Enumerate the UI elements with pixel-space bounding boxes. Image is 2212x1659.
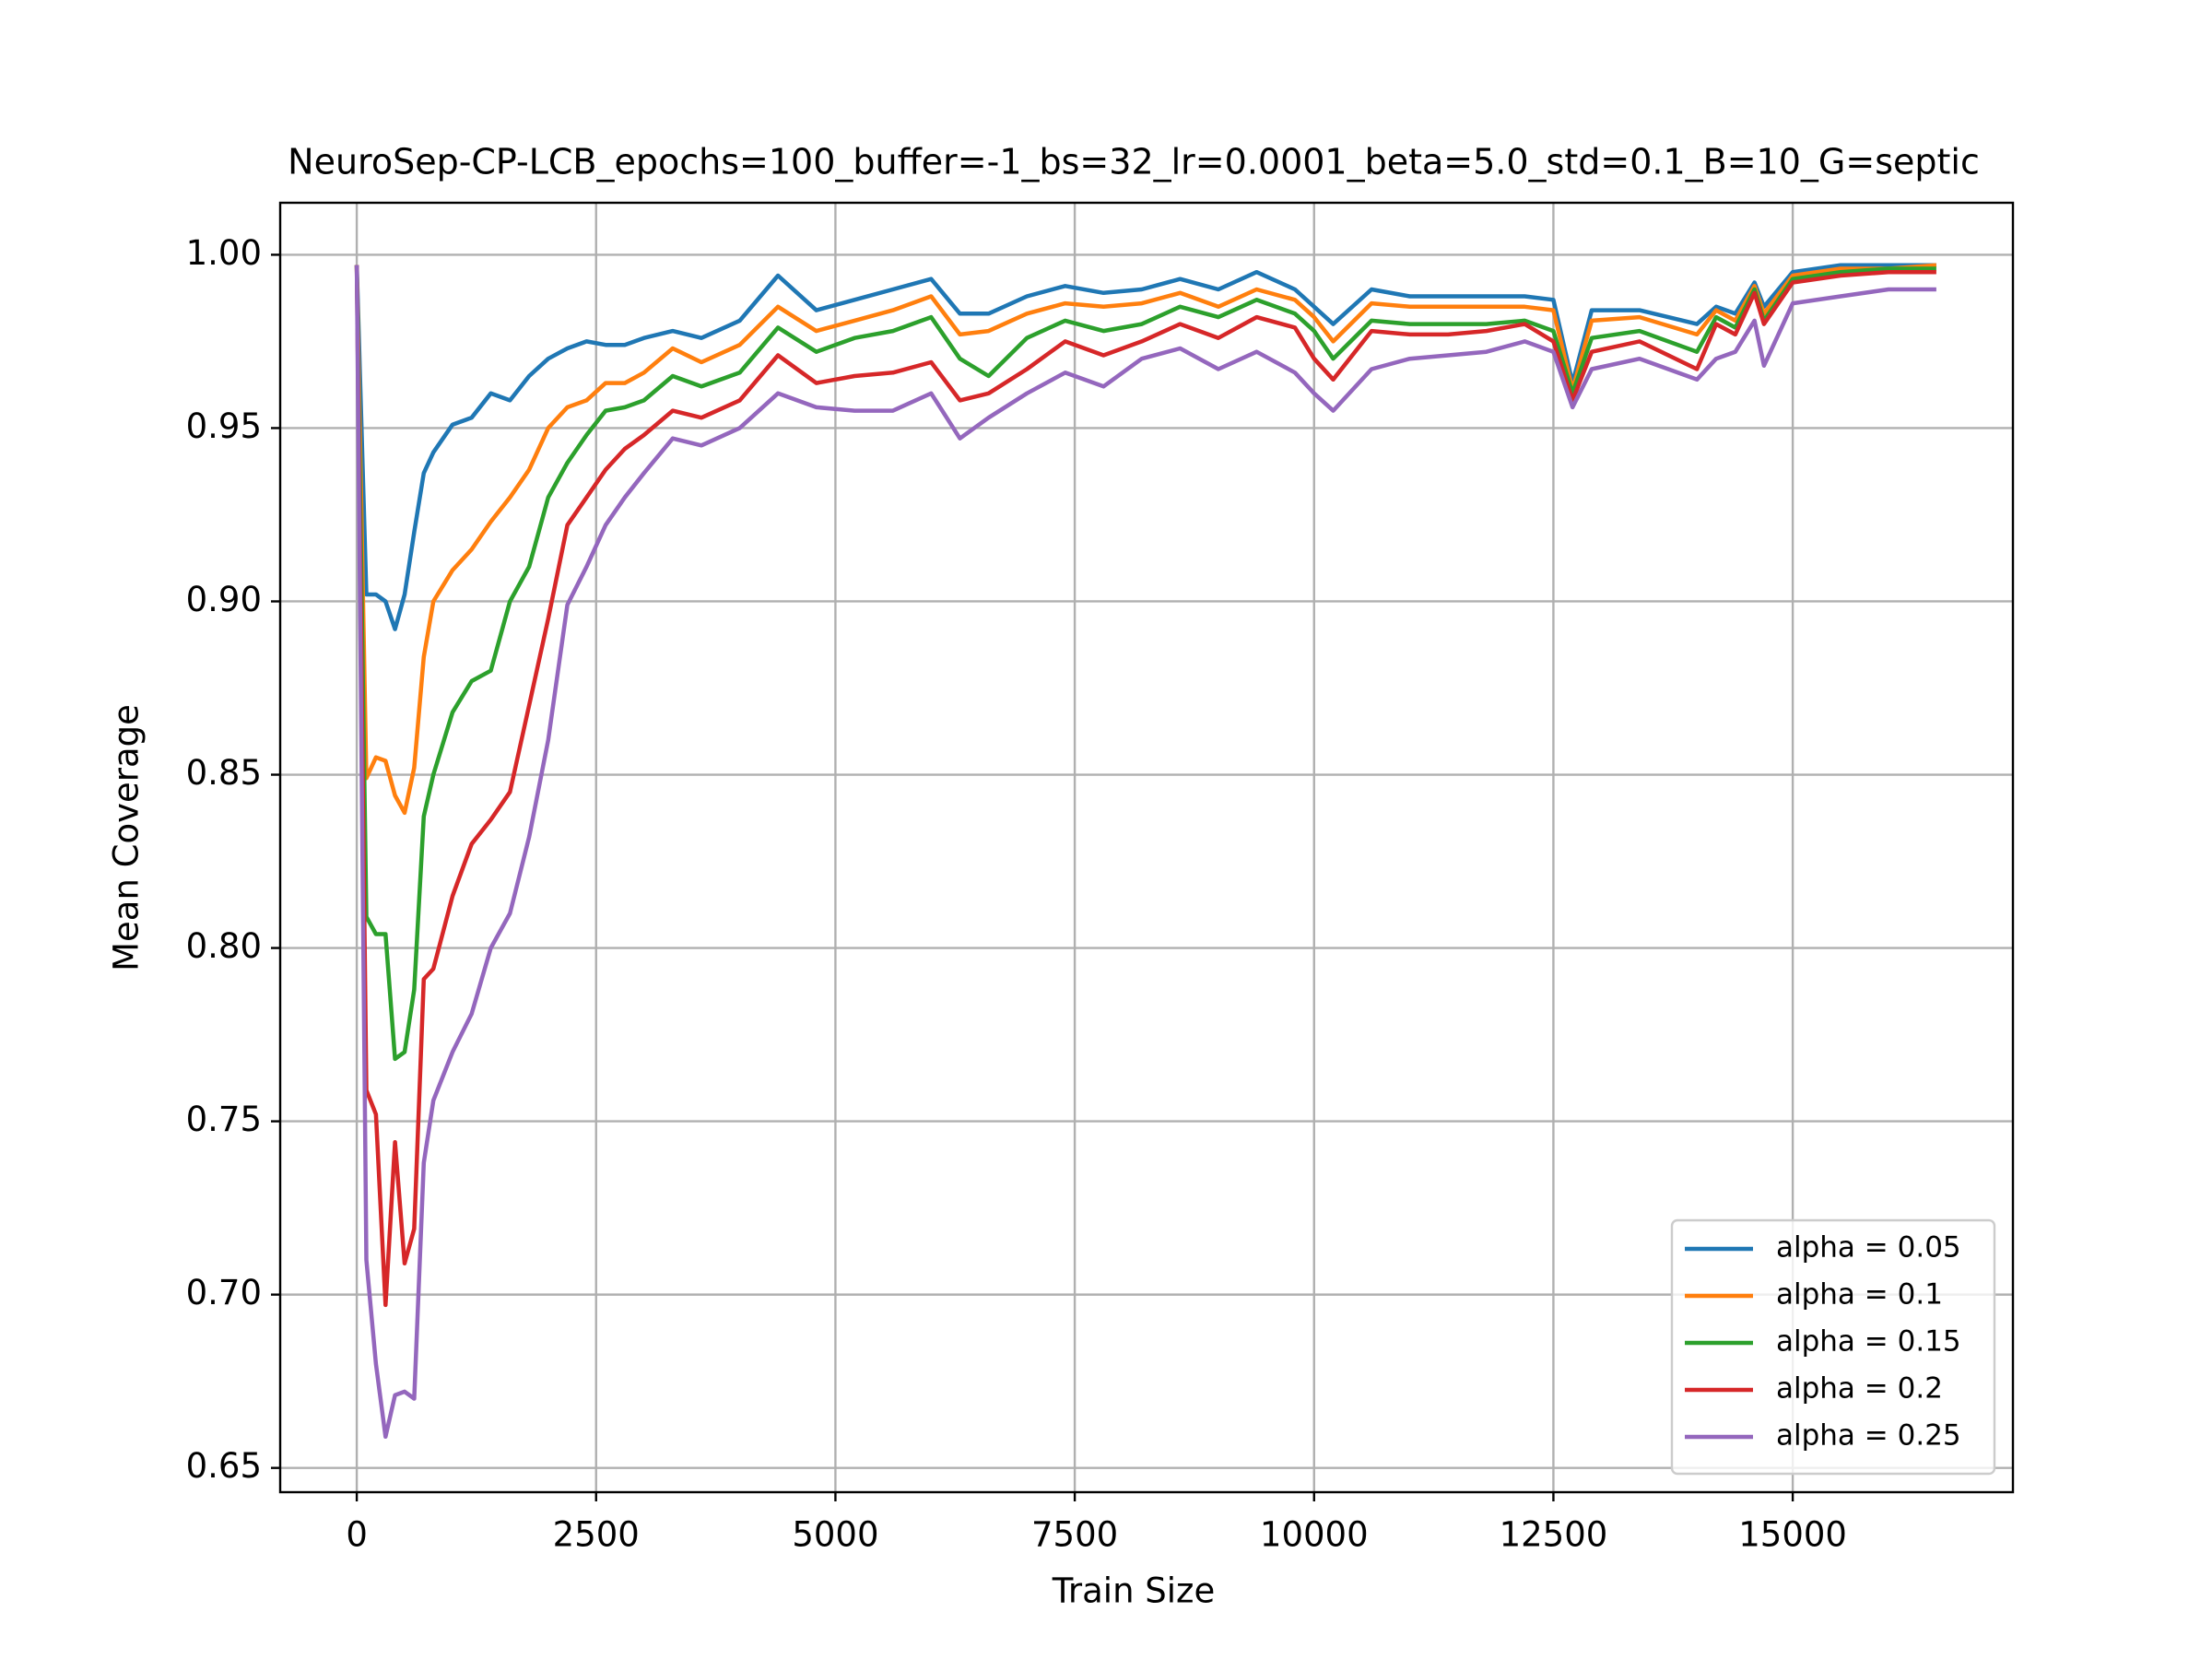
chart-title: NeuroSep-CP-LCB_epochs=100_buffer=-1_bs=…	[288, 142, 1980, 182]
x-tick-label: 12500	[1500, 1515, 1608, 1555]
x-tick-label: 15000	[1738, 1515, 1847, 1555]
y-tick-label: 0.75	[186, 1100, 262, 1139]
y-tick-label: 0.95	[186, 406, 262, 446]
x-tick-label: 7500	[1031, 1515, 1118, 1555]
series-line	[354, 263, 1936, 631]
y-tick-label: 0.65	[186, 1446, 262, 1486]
legend-label: alpha = 0.15	[1776, 1325, 1961, 1359]
plot-frame	[278, 201, 2015, 1494]
series-line	[354, 265, 1936, 1062]
y-tick-label: 0.70	[186, 1273, 262, 1312]
series-line	[354, 265, 1936, 1308]
y-tick-label: 0.80	[186, 926, 262, 966]
y-tick-label: 1.00	[186, 233, 262, 273]
legend-label: alpha = 0.2	[1776, 1372, 1943, 1406]
x-axis-label: Train Size	[1052, 1571, 1216, 1611]
series-line	[354, 265, 1936, 1440]
y-tick-label: 0.85	[186, 753, 262, 793]
series-line	[354, 263, 1937, 816]
y-tick-label: 0.90	[186, 580, 262, 619]
x-tick-label: 5000	[792, 1515, 878, 1555]
legend-label: alpha = 0.1	[1776, 1278, 1943, 1312]
legend-label: alpha = 0.25	[1776, 1419, 1961, 1453]
y-axis-label: Mean Coverage	[107, 704, 147, 971]
x-tick-label: 10000	[1260, 1515, 1369, 1555]
x-tick-label: 2500	[553, 1515, 640, 1555]
x-tick-label: 0	[346, 1515, 368, 1555]
legend-label: alpha = 0.05	[1776, 1231, 1961, 1265]
legend-box	[1670, 1218, 1996, 1476]
